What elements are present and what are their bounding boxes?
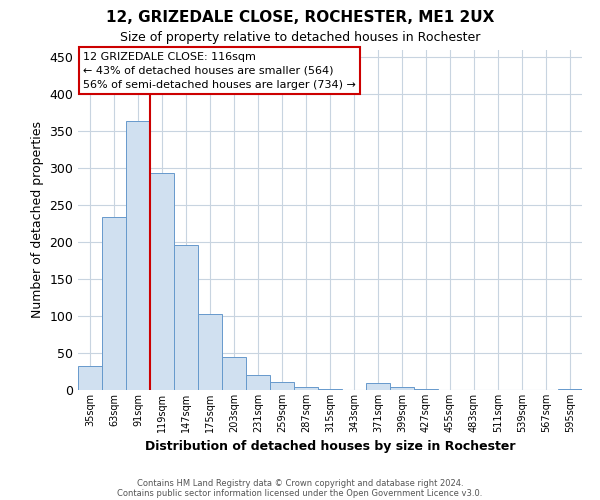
Text: Contains HM Land Registry data © Crown copyright and database right 2024.: Contains HM Land Registry data © Crown c… [137, 478, 463, 488]
Bar [558, 388, 582, 390]
Text: Size of property relative to detached houses in Rochester: Size of property relative to detached ho… [120, 31, 480, 44]
X-axis label: Distribution of detached houses by size in Rochester: Distribution of detached houses by size … [145, 440, 515, 454]
Bar [270, 382, 294, 390]
Text: 12 GRIZEDALE CLOSE: 116sqm
← 43% of detached houses are smaller (564)
56% of sem: 12 GRIZEDALE CLOSE: 116sqm ← 43% of deta… [83, 52, 356, 90]
Bar [366, 384, 390, 390]
Bar [246, 375, 270, 390]
Text: Contains public sector information licensed under the Open Government Licence v3: Contains public sector information licen… [118, 488, 482, 498]
Text: 12, GRIZEDALE CLOSE, ROCHESTER, ME1 2UX: 12, GRIZEDALE CLOSE, ROCHESTER, ME1 2UX [106, 10, 494, 25]
Bar [102, 217, 126, 390]
Bar [222, 356, 246, 390]
Bar [174, 245, 198, 390]
Bar [78, 366, 102, 390]
Bar [150, 174, 174, 390]
Y-axis label: Number of detached properties: Number of detached properties [31, 122, 44, 318]
Bar [294, 387, 318, 390]
Bar [126, 121, 150, 390]
Bar [390, 387, 414, 390]
Bar [198, 314, 222, 390]
